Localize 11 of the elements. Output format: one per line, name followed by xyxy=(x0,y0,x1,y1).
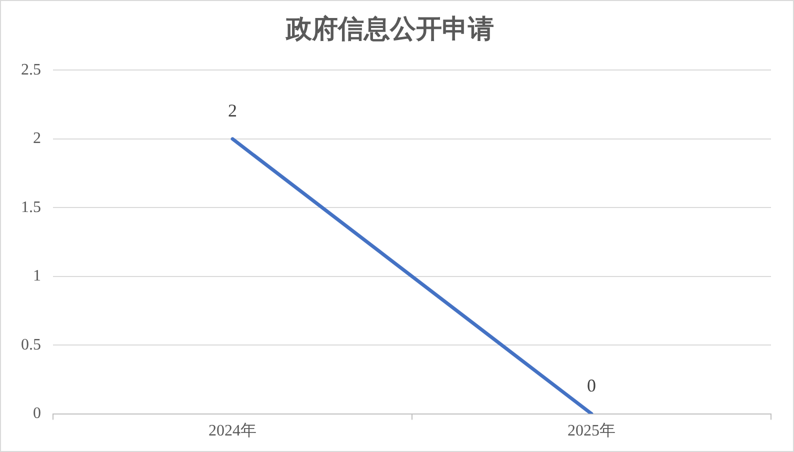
data-label: 0 xyxy=(587,376,596,396)
x-tick-label: 2024年 xyxy=(208,422,256,440)
chart-title: 政府信息公开申请 xyxy=(285,14,494,44)
y-tick-label: 1.5 xyxy=(21,198,41,216)
y-tick-label: 0.5 xyxy=(21,336,41,354)
x-tick-label: 2025年 xyxy=(568,422,616,440)
y-tick-label: 2 xyxy=(33,130,41,148)
y-tick-label: 2.5 xyxy=(21,61,41,78)
y-tick-label: 1 xyxy=(33,268,41,285)
data-label: 2 xyxy=(228,100,237,121)
y-tick-label: 0 xyxy=(33,405,41,422)
